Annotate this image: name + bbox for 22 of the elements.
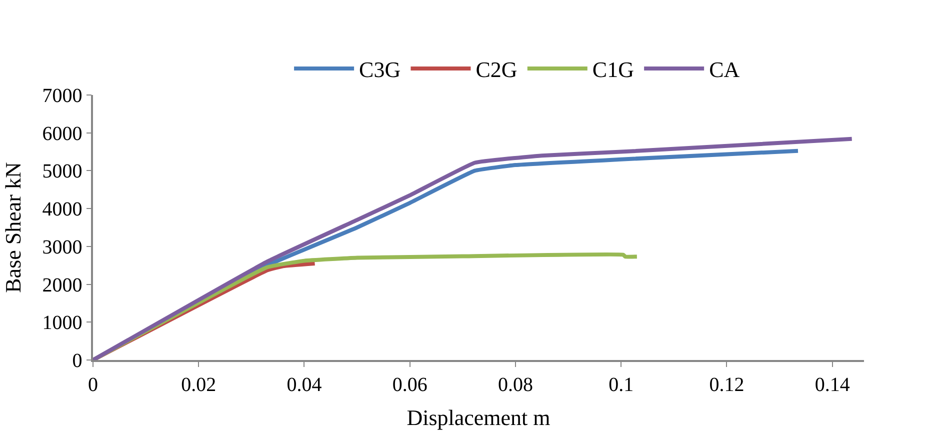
legend-label: C3G <box>359 57 401 82</box>
y-tick-label: 2000 <box>42 274 82 296</box>
y-tick-label: 5000 <box>42 160 82 183</box>
y-tick-label: 1000 <box>42 312 82 334</box>
x-tick-label: 0.06 <box>392 374 428 396</box>
legend-label: C2G <box>476 57 518 82</box>
y-tick-label: 0 <box>72 350 82 372</box>
x-tick-label: 0.14 <box>814 374 850 396</box>
legend-label: CA <box>709 57 740 82</box>
x-tick-label: 0.08 <box>498 374 533 396</box>
y-axis-title: Base Shear kN <box>0 162 26 293</box>
y-tick-label: 7000 <box>42 85 82 107</box>
legend-label: C1G <box>592 57 634 82</box>
y-tick-label: 3000 <box>42 236 82 258</box>
x-tick-label: 0.1 <box>608 374 634 396</box>
x-tick-label: 0.04 <box>286 374 322 396</box>
y-tick-label: 6000 <box>42 122 82 145</box>
y-tick-label: 4000 <box>42 198 82 221</box>
x-tick-label: 0 <box>88 374 98 396</box>
x-axis-title: Displacement m <box>406 405 550 430</box>
x-tick-label: 0.12 <box>709 374 744 396</box>
x-tick-label: 0.02 <box>181 374 216 396</box>
